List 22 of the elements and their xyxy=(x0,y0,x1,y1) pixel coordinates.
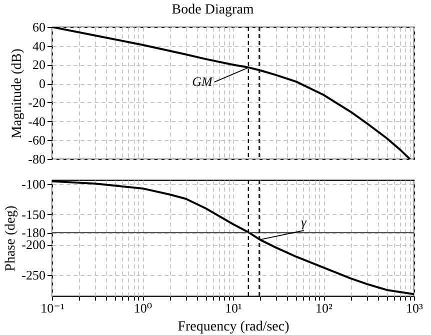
y-tick-label: -100 xyxy=(22,176,46,192)
y-axis-title: Phase (deg) xyxy=(4,205,19,272)
x-tick-label: 10⁻¹ xyxy=(40,300,64,316)
x-tick-label: 10⁰ xyxy=(134,300,152,316)
y-tick-label: -150 xyxy=(22,206,46,222)
y-tick-label: 60 xyxy=(32,20,46,34)
y-tick-label: -60 xyxy=(28,132,46,148)
x-axis-title: Frequency (rad/sec) xyxy=(178,320,290,334)
y-axis-title: Magnitude (dB) xyxy=(10,48,26,138)
x-tick-label: 10¹ xyxy=(225,300,242,316)
y-tick-label: 20 xyxy=(32,57,46,72)
x-tick-label: 10² xyxy=(316,300,333,316)
chart-title: Bode Diagram xyxy=(172,2,254,18)
x-tick-label: 10³ xyxy=(406,300,424,316)
y-tick-label: 40 xyxy=(32,38,46,54)
y-tick-label: 0 xyxy=(39,76,46,92)
annotation: GM xyxy=(192,74,214,90)
y-tick-label: -20 xyxy=(28,94,46,110)
y-tick-label: -250 xyxy=(22,267,46,282)
y-tick-label: -40 xyxy=(28,114,46,129)
annotation: γ xyxy=(301,214,308,230)
y-tick-label: -80 xyxy=(28,152,46,166)
